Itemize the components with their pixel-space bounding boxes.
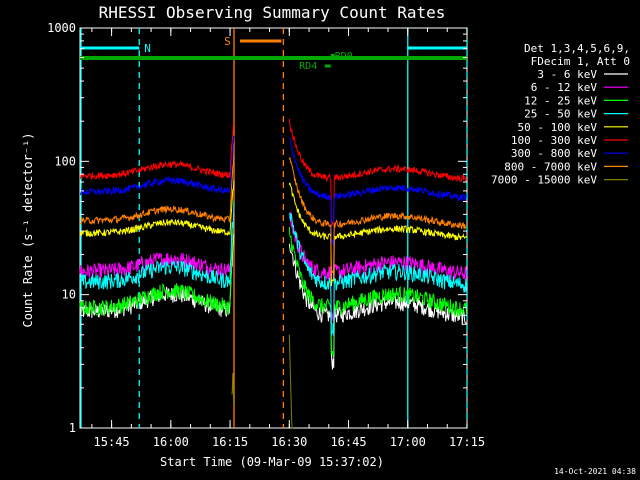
series-line xyxy=(288,136,467,246)
series-line xyxy=(79,201,235,290)
legend-label: 50 - 100 keV xyxy=(518,121,598,134)
series-line xyxy=(288,334,293,429)
series-line xyxy=(288,118,467,227)
legend-label: 300 - 800 keV xyxy=(511,147,597,160)
night-label: N xyxy=(144,42,151,55)
chart-title: RHESSI Observing Summary Count Rates xyxy=(99,3,446,22)
x-tick-label: 16:45 xyxy=(330,435,366,449)
y-tick-label: 100 xyxy=(54,154,76,168)
series-line xyxy=(288,226,467,358)
legend-label: 25 - 50 keV xyxy=(524,108,597,121)
series-line xyxy=(79,226,235,316)
legend-label: 3 - 6 keV xyxy=(537,68,597,81)
legend-header-line2: FDecim 1, Att 0 xyxy=(531,55,630,68)
axis-ticks: 15:45 16:00 16:15 16:30 16:45 17:00 17:15 1 10 10… xyxy=(47,21,485,449)
legend-label: 7000 - 15000 keV xyxy=(491,174,597,187)
x-tick-label: 17:00 xyxy=(390,435,426,449)
series-line xyxy=(79,122,235,181)
y-tick-label: 1000 xyxy=(47,21,76,35)
series-line xyxy=(288,243,467,370)
legend-label: 6 - 12 keV xyxy=(531,81,598,94)
series-line xyxy=(79,152,235,225)
y-tick-label: 10 xyxy=(62,288,76,302)
vertical-markers xyxy=(80,28,468,428)
series-line xyxy=(288,157,467,274)
rd0-label: RD0 xyxy=(335,51,353,62)
flare-label: S xyxy=(224,35,231,48)
series-lines xyxy=(79,118,467,429)
timestamp: 14-Oct-2021 04:38 xyxy=(554,467,636,476)
legend-header-line1: Det 1,3,4,5,6,9, xyxy=(524,42,630,55)
series-line xyxy=(80,135,235,196)
x-tick-label: 16:00 xyxy=(153,435,189,449)
status-bars: N S RD0 RD4 xyxy=(80,35,467,72)
x-tick-label: 17:15 xyxy=(449,435,485,449)
series-line xyxy=(288,182,467,287)
x-axis-label: Start Time (09-Mar-09 15:37:02) xyxy=(160,455,384,469)
x-tick-label: 16:30 xyxy=(271,435,307,449)
legend-label: 12 - 25 keV xyxy=(524,94,597,107)
y-tick-label: 1 xyxy=(69,421,76,435)
series-line xyxy=(288,212,467,336)
series-line xyxy=(79,180,235,238)
legend-label: 800 - 7000 keV xyxy=(504,160,597,173)
series-line xyxy=(231,372,235,404)
x-tick-label: 15:45 xyxy=(94,435,130,449)
legend-label: 100 - 300 keV xyxy=(511,134,597,147)
rd4-label: RD4 xyxy=(299,61,317,72)
y-axis-label: Count Rate (s⁻¹ detector⁻¹) xyxy=(21,132,35,327)
x-tick-label: 16:15 xyxy=(212,435,248,449)
